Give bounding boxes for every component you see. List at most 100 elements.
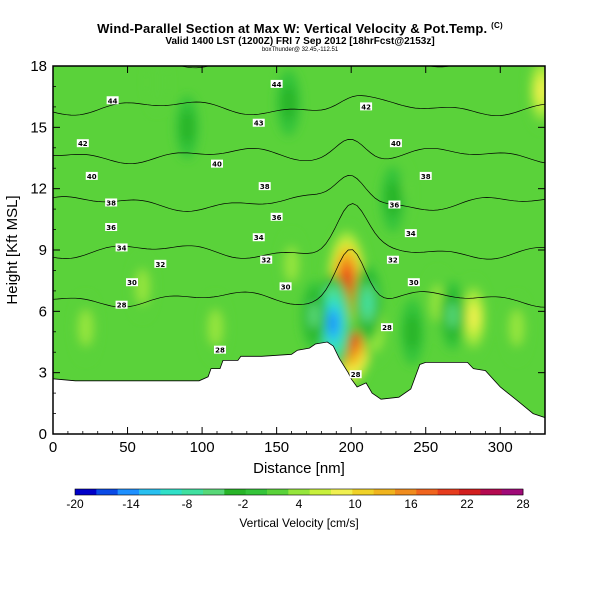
colorbar-swatch [245, 489, 268, 495]
colorbar-swatch [160, 489, 183, 495]
colorbar-swatch [373, 489, 396, 495]
isentrope-lines [53, 5, 545, 308]
colorbar-swatch [331, 489, 353, 495]
contour-label: 32 [261, 257, 271, 265]
copyright-mark: (C) [491, 21, 503, 30]
downdraft-cell [405, 313, 420, 350]
contour-label: 40 [87, 173, 97, 181]
x-tick-label: 0 [49, 439, 57, 456]
updraft-cell [284, 246, 299, 282]
contour-label: 34 [117, 244, 127, 252]
contour-label: 38 [421, 173, 431, 181]
contour-label: 32 [388, 257, 398, 265]
updraft-cell [468, 305, 479, 330]
contour-label: 34 [406, 230, 416, 238]
contour-label-box [106, 96, 119, 105]
colorbar-swatch [139, 489, 161, 495]
contour-label-box [105, 198, 118, 207]
contour-label: 42 [78, 140, 88, 148]
isentrope-34 [53, 139, 545, 165]
heatmap-layer: 44 44 42 43 42 40 40 40 38 38 38 36 36 36 34 34 34 32 32 32… [53, 5, 545, 434]
x-tick-label: 250 [413, 439, 438, 456]
contour-label-box [407, 278, 420, 287]
contour-label-box [270, 212, 283, 221]
colorbar-swatch [203, 489, 225, 495]
contour-label: 44 [272, 81, 282, 89]
downdraft-cell [362, 291, 373, 316]
contour-label-box [389, 139, 402, 148]
y-axis-label: Height [Kft MSL] [4, 195, 21, 304]
updraft-cell [78, 309, 93, 346]
contour-label-box [105, 223, 118, 232]
y-tick-label: 6 [39, 303, 47, 320]
contour-label-box [404, 229, 417, 238]
contour-labels: 44 44 42 43 42 40 40 40 38 38 38 36 36 36 34 34 34 32 32 32… [76, 79, 432, 379]
contour-label: 38 [260, 183, 270, 191]
contour-label: 30 [281, 283, 291, 291]
contour-label: 36 [106, 224, 116, 232]
contour-label-box [279, 282, 292, 291]
contour-label-box [388, 200, 401, 209]
contour-label: 38 [106, 199, 116, 207]
colorbar-swatch [480, 489, 503, 495]
y-tick-label: 9 [39, 242, 47, 259]
isentrope-40 [53, 5, 545, 21]
colorbar-tick-label: 4 [296, 497, 303, 511]
contour-label-box [154, 259, 167, 268]
x-axis: 0 50 100 150 200 250 300 [49, 66, 531, 456]
contour-label-box [349, 370, 362, 379]
downdraft-cell [446, 301, 459, 329]
contour-label: 28 [117, 302, 127, 310]
isentrope-30 [53, 203, 545, 260]
contour-label: 30 [127, 279, 137, 287]
colorbar-swatch [181, 489, 204, 495]
contour-label-box [213, 345, 226, 354]
x-tick-label: 200 [339, 439, 364, 456]
colorbar-label: Vertical Velocity [cm/s] [239, 516, 358, 530]
colorbar-tick-label: -20 [66, 497, 84, 511]
plot-area: 44 44 42 43 42 40 40 40 38 38 38 36 36 36 34 34 34 32 32 32… [53, 5, 545, 434]
y-tick-label: 0 [39, 426, 47, 443]
contour-label: 28 [215, 347, 225, 355]
y-tick-label: 18 [30, 58, 47, 75]
colorbar-swatch [459, 489, 481, 495]
colorbar-frame [74, 488, 524, 496]
terrain-mask [53, 341, 545, 434]
contour-label-box [252, 233, 265, 242]
contour-label-box [419, 171, 432, 180]
x-tick-label: 300 [488, 439, 513, 456]
chart-title: Wind-Parallel Section at Max W: Vertical… [97, 21, 503, 36]
colorbar: -20 -14 -8 -2 4 10 16 22 28 [66, 488, 530, 511]
contour-label-box [252, 118, 265, 127]
updraft-cell [509, 309, 524, 346]
colorbar-tick-label: 28 [516, 497, 530, 511]
contour-label: 34 [254, 234, 264, 242]
contour-label: 43 [254, 120, 264, 128]
downdraft-cell [281, 84, 296, 121]
contour-label: 36 [272, 214, 282, 222]
contour-label-box [115, 300, 128, 309]
downdraft-cell [308, 301, 320, 329]
isentrope-28 [53, 249, 545, 308]
contour-label: 30 [409, 279, 419, 287]
colorbar-swatch [288, 489, 311, 495]
colorbar-swatch [416, 489, 439, 495]
downdraft-cell [180, 109, 194, 145]
updraft-cell [135, 269, 150, 305]
contour-label-box [360, 102, 373, 111]
contour-label-box [211, 159, 223, 168]
colorbar-swatch [117, 489, 140, 495]
colorbar-swatch [501, 489, 524, 495]
colorbar-tick-label: -14 [122, 497, 140, 511]
contour-label-box [380, 323, 393, 332]
y-tick-label: 15 [30, 119, 47, 136]
contour-label-box [126, 278, 139, 287]
updraft-cell [208, 309, 223, 346]
colorbar-swatch [267, 489, 289, 495]
colorbar-tick-label: -2 [238, 497, 249, 511]
colorbar-swatch [224, 489, 247, 495]
contour-label-box [76, 139, 89, 148]
downdraft-cell [385, 180, 401, 217]
